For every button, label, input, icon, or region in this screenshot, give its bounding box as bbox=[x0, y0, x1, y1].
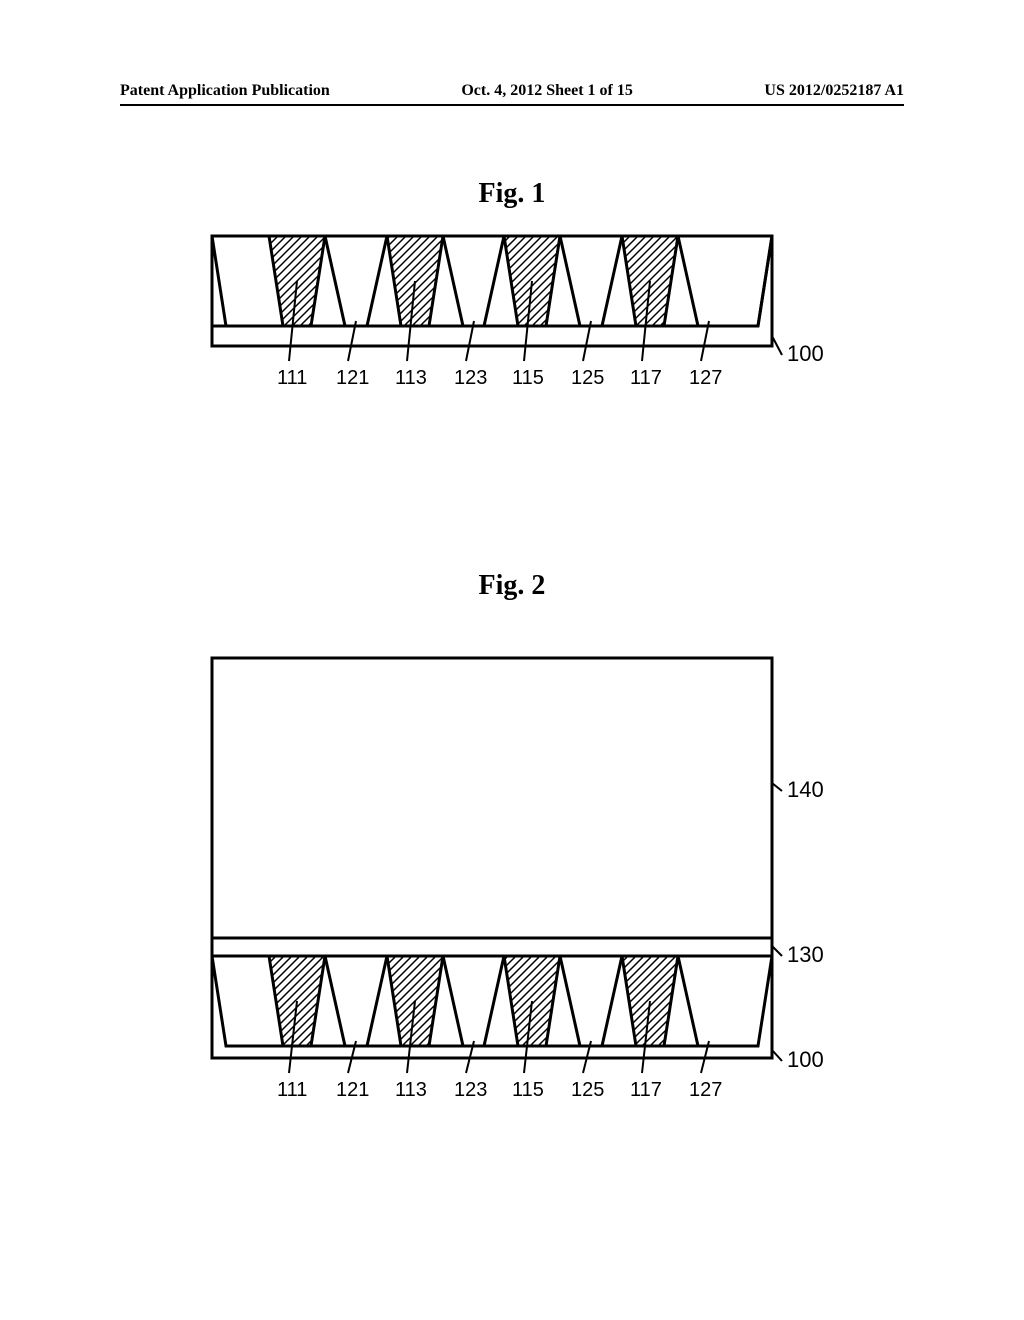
svg-text:117: 117 bbox=[630, 1079, 662, 1101]
svg-text:115: 115 bbox=[512, 1079, 544, 1101]
svg-text:127: 127 bbox=[689, 1079, 722, 1101]
svg-text:127: 127 bbox=[689, 367, 722, 389]
svg-text:113: 113 bbox=[395, 1079, 427, 1101]
fig2-svg: 140 130 100 111 121 113 123 115 125 117 127 bbox=[192, 648, 832, 1118]
fig1-diagram: 100 111 121 113 123 115 125 117 127 bbox=[192, 226, 832, 406]
fig2-title: Fig. 2 bbox=[0, 570, 1024, 602]
svg-text:125: 125 bbox=[571, 367, 604, 389]
svg-text:130: 130 bbox=[787, 942, 824, 967]
svg-text:121: 121 bbox=[336, 367, 369, 389]
svg-text:100: 100 bbox=[787, 341, 824, 366]
page-header: Patent Application Publication Oct. 4, 2… bbox=[0, 82, 1024, 100]
svg-text:123: 123 bbox=[454, 1079, 487, 1101]
svg-text:121: 121 bbox=[336, 1079, 369, 1101]
svg-text:100: 100 bbox=[787, 1047, 824, 1072]
svg-text:111: 111 bbox=[277, 367, 307, 389]
header-right: US 2012/0252187 A1 bbox=[764, 82, 904, 100]
svg-text:113: 113 bbox=[395, 367, 427, 389]
svg-text:117: 117 bbox=[630, 367, 662, 389]
svg-text:115: 115 bbox=[512, 367, 544, 389]
svg-text:140: 140 bbox=[787, 777, 824, 802]
svg-text:111: 111 bbox=[277, 1079, 307, 1101]
header-center: Oct. 4, 2012 Sheet 1 of 15 bbox=[461, 82, 633, 100]
fig1-svg: 100 111 121 113 123 115 125 117 127 bbox=[192, 226, 832, 406]
header-left: Patent Application Publication bbox=[120, 82, 330, 100]
fig1-title: Fig. 1 bbox=[0, 178, 1024, 210]
header-rule bbox=[120, 104, 904, 106]
svg-text:125: 125 bbox=[571, 1079, 604, 1101]
svg-text:123: 123 bbox=[454, 367, 487, 389]
fig2-diagram: 140 130 100 111 121 113 123 115 125 117 127 bbox=[192, 648, 832, 1118]
